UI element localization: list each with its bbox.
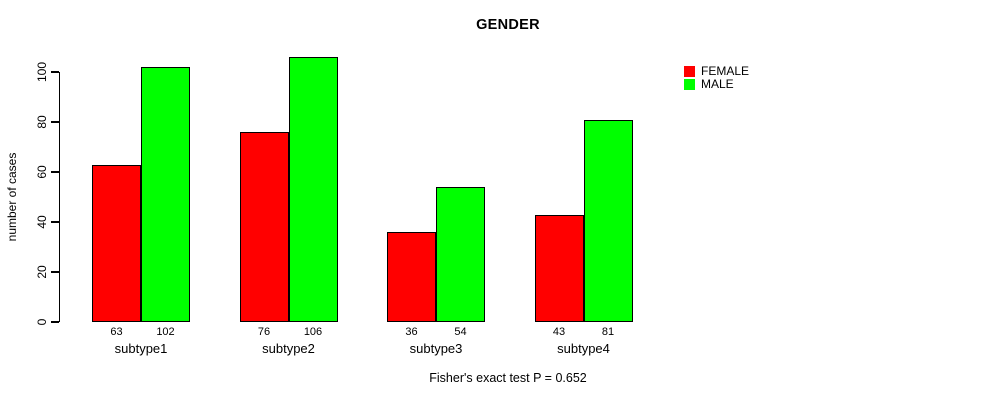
y-axis-tick-label: 60 bbox=[35, 165, 49, 179]
bar-male-subtype2 bbox=[288, 57, 338, 322]
y-axis-tick-label: 80 bbox=[35, 115, 49, 129]
y-axis-tick-label: 100 bbox=[35, 61, 49, 83]
bar-value-label: 43 bbox=[552, 326, 566, 338]
x-category-label: subtype3 bbox=[409, 341, 463, 356]
y-axis-title: number of cases bbox=[5, 152, 19, 242]
legend: FEMALE MALE bbox=[684, 65, 749, 91]
legend-swatch-male bbox=[684, 79, 695, 90]
bar-value-label: 54 bbox=[454, 326, 467, 338]
x-category-label: subtype2 bbox=[262, 341, 315, 356]
y-axis-line bbox=[58, 72, 60, 322]
legend-swatch-female bbox=[684, 66, 695, 77]
y-axis-tick bbox=[50, 321, 59, 323]
x-category-label: subtype1 bbox=[114, 341, 168, 356]
bar-male-subtype3 bbox=[436, 187, 485, 322]
y-axis-tick-label: 40 bbox=[35, 215, 49, 229]
bar-male-subtype4 bbox=[583, 119, 633, 322]
x-category-label: subtype4 bbox=[557, 341, 610, 356]
bar-female-subtype4 bbox=[534, 214, 584, 322]
bar-female-subtype2 bbox=[239, 132, 289, 322]
bar-value-label: 102 bbox=[156, 326, 175, 338]
legend-item-female: FEMALE bbox=[684, 65, 749, 78]
bar-value-label: 76 bbox=[257, 326, 271, 338]
bar-value-label: 36 bbox=[405, 326, 418, 338]
y-axis-tick-label: 20 bbox=[35, 265, 49, 279]
bar-male-subtype1 bbox=[141, 67, 190, 322]
fisher-test-annotation: Fisher's exact test P = 0.652 bbox=[429, 371, 587, 385]
legend-label: FEMALE bbox=[701, 64, 750, 78]
legend-label: MALE bbox=[701, 77, 734, 91]
bar-value-label: 63 bbox=[110, 326, 123, 338]
y-axis-tick bbox=[50, 271, 59, 273]
bar-female-subtype1 bbox=[92, 164, 141, 322]
y-axis-tick bbox=[50, 121, 59, 123]
y-axis-tick bbox=[50, 221, 59, 223]
y-axis-tick bbox=[50, 171, 59, 173]
y-axis-tick-label: 0 bbox=[35, 318, 49, 326]
bar-female-subtype3 bbox=[387, 232, 436, 322]
y-axis-tick bbox=[50, 71, 59, 73]
bar-value-label: 81 bbox=[601, 326, 615, 338]
bar-value-label: 106 bbox=[303, 326, 323, 338]
chart-title: GENDER bbox=[476, 17, 540, 33]
legend-item-male: MALE bbox=[684, 78, 749, 91]
